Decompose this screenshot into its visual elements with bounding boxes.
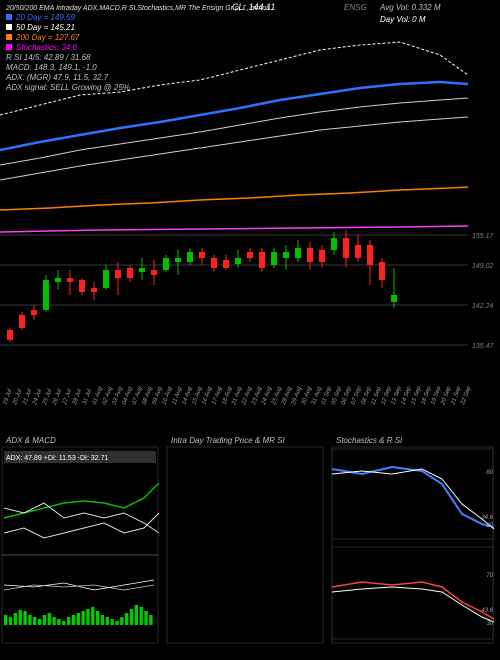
chart-root: 20/50/200 EMA Intraday ADX,MACD,R SI,Sto… xyxy=(0,0,500,660)
adx-readout: ADX: 47.89 +DI: 11.53 -DI: 32.71 xyxy=(6,455,109,462)
avg-vol: Avg Vol: 0.332 M xyxy=(379,3,441,12)
candle xyxy=(259,252,265,268)
candle xyxy=(43,280,49,310)
candle xyxy=(355,245,361,258)
price-level: 142.24 xyxy=(472,303,494,310)
close-price: CL: 144.11 xyxy=(232,2,275,12)
indicator-row: R SI 14/5: 42.89 / 31.68 xyxy=(6,53,91,62)
candle xyxy=(139,268,145,272)
indicator-row: 200 Day = 127.67 xyxy=(15,33,80,42)
price-level: 135.47 xyxy=(472,343,495,350)
indicator-row: 20 Day = 149.59 xyxy=(15,13,75,22)
candle xyxy=(307,248,313,262)
candle xyxy=(331,238,337,250)
panel-title: Intra Day Trading Price & MR SI xyxy=(171,436,285,445)
panel-title: Stochastics & R SI xyxy=(336,436,403,445)
candle xyxy=(19,315,25,328)
candle xyxy=(79,280,85,292)
candle xyxy=(67,278,73,282)
candle xyxy=(295,248,301,258)
candle xyxy=(379,262,385,280)
indicator-row: ADX: (MGR) 47.9, 11.5, 32.7 xyxy=(5,73,109,82)
candle xyxy=(151,270,157,275)
indicator-row: MACD: 148.3, 149.1, -1.0 xyxy=(6,63,97,72)
sub-panel[interactable]: ADX & MACD ADX: 47.89 +DI: 11.53 -DI: 32.… xyxy=(2,436,159,643)
candle xyxy=(7,330,13,340)
candle xyxy=(391,295,397,302)
candle xyxy=(319,250,325,262)
svg-text:34.6: 34.6 xyxy=(481,515,493,521)
svg-text:70: 70 xyxy=(486,573,493,579)
candle xyxy=(31,310,37,315)
candle xyxy=(367,245,373,265)
candle xyxy=(115,270,121,278)
candle xyxy=(247,252,253,258)
svg-text:80: 80 xyxy=(486,470,493,476)
candle xyxy=(175,258,181,262)
price-level: 149.02 xyxy=(472,263,494,270)
svg-text:30: 30 xyxy=(486,621,493,627)
candle xyxy=(235,258,241,264)
candle xyxy=(211,258,217,268)
sub-panel[interactable]: Stochastics & R SI 80 34.6 20 70 43.6 30 xyxy=(332,436,494,643)
svg-text:20: 20 xyxy=(485,523,493,529)
candle xyxy=(283,252,289,258)
candle xyxy=(55,278,61,282)
svg-text:43.6: 43.6 xyxy=(481,608,493,614)
candle xyxy=(91,288,97,292)
candle xyxy=(103,270,109,288)
price-level: 155.17 xyxy=(472,233,495,240)
candle xyxy=(271,252,277,265)
ticker: ENSG xyxy=(344,3,367,12)
candle xyxy=(127,268,133,278)
candle xyxy=(187,252,193,262)
indicator-row: Stochastics: 34.6 xyxy=(16,43,77,52)
indicator-row: 50 Day = 145.21 xyxy=(16,23,75,32)
day-vol: Day Vol: 0 M xyxy=(380,15,426,24)
candle xyxy=(199,252,205,258)
panel-title: ADX & MACD xyxy=(5,436,56,445)
candle xyxy=(343,238,349,258)
candle xyxy=(163,258,169,270)
sub-panel[interactable]: Intra Day Trading Price & MR SI xyxy=(167,436,323,643)
candle xyxy=(223,260,229,268)
header-indicators: 20/50/200 EMA Intraday ADX,MACD,R SI,Sto… xyxy=(5,5,270,12)
indicator-row: ADX signal: SELL Growing @ 25% xyxy=(5,83,130,92)
